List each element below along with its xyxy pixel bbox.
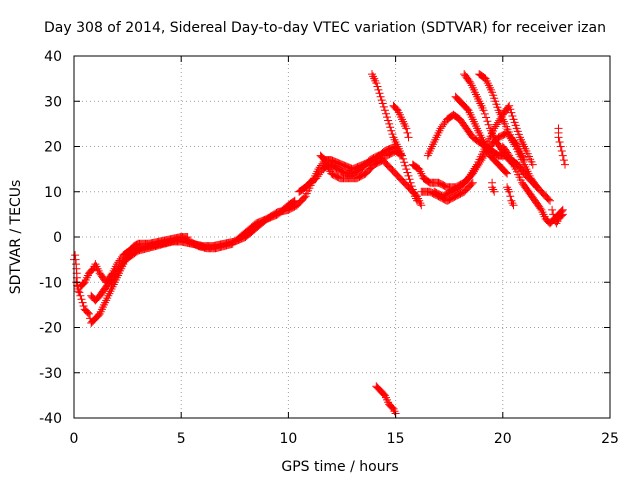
x-tick-label: 5 (177, 431, 186, 447)
series-trace-t (554, 124, 569, 169)
series-marks (554, 124, 569, 169)
series-trace-e (177, 233, 237, 253)
x-tick-label: 10 (279, 431, 297, 447)
y-tick-label: 40 (44, 49, 62, 65)
series-trace-k (372, 382, 400, 418)
chart-title: Day 308 of 2014, Sidereal Day-to-day VTE… (44, 20, 606, 36)
x-tick-label: 15 (387, 431, 405, 447)
x-axis-label: GPS time / hours (281, 459, 398, 475)
series-marks (488, 178, 499, 196)
series-trace-u (548, 205, 567, 228)
series-marks (87, 196, 299, 305)
series-trace-w (488, 178, 499, 196)
series-trace-d (87, 196, 299, 305)
x-tick-label: 20 (494, 431, 512, 447)
y-tick-label: 0 (53, 230, 62, 246)
series-marks (295, 147, 406, 196)
x-tick-labels: 0 5 10 15 20 25 (70, 431, 619, 447)
series-trace-v (503, 183, 518, 210)
grid (74, 56, 610, 418)
series-marks (417, 178, 477, 205)
y-tick-label: 30 (44, 94, 62, 110)
series-marks (548, 205, 567, 228)
series-trace-r (451, 92, 512, 178)
series-marks (372, 382, 400, 418)
y-tick-label: -20 (39, 321, 62, 337)
series-trace-g (295, 147, 406, 196)
y-tick-label: -10 (39, 275, 62, 291)
series-trace-j (389, 101, 413, 142)
series-marks (177, 233, 237, 253)
series-marks (368, 70, 421, 205)
axis-ticks (73, 55, 611, 419)
series-trace-i (368, 70, 421, 205)
series-trace-o (417, 178, 477, 205)
x-tick-label: 0 (70, 431, 79, 447)
series-marks (451, 92, 512, 178)
x-tick-label: 25 (601, 431, 619, 447)
y-tick-label: -30 (39, 366, 62, 382)
data-marks (70, 70, 569, 418)
series-marks (503, 183, 518, 210)
y-tick-label: -40 (39, 411, 62, 427)
y-tick-label: 10 (44, 185, 62, 201)
y-axis-label: SDTVAR / TECUs (8, 180, 24, 295)
series-marks (475, 70, 529, 165)
series-trace-q (475, 70, 529, 165)
y-tick-label: 20 (44, 140, 62, 156)
series-marks (498, 142, 567, 228)
series-trace-s (498, 142, 567, 228)
y-tick-labels: -40 -30 -20 -10 0 10 20 30 40 (39, 49, 62, 427)
series-marks (389, 101, 413, 142)
